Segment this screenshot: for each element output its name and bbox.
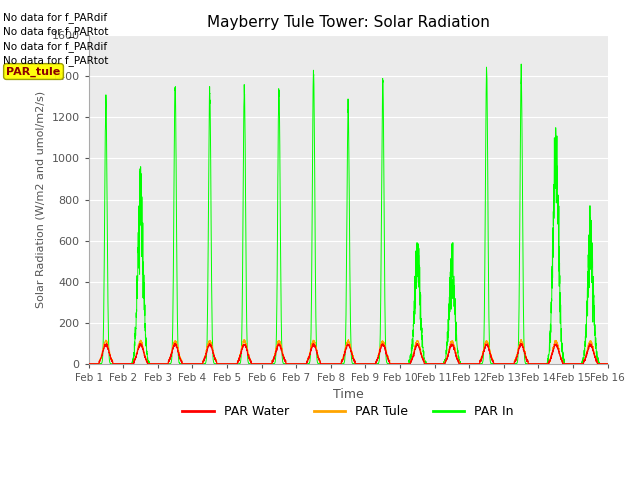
X-axis label: Time: Time — [333, 388, 364, 401]
Text: PAR_tule: PAR_tule — [6, 66, 61, 77]
Text: No data for f_PARdif: No data for f_PARdif — [3, 41, 108, 52]
Title: Mayberry Tule Tower: Solar Radiation: Mayberry Tule Tower: Solar Radiation — [207, 15, 490, 30]
Text: No data for f_PARtot: No data for f_PARtot — [3, 55, 109, 66]
Text: No data for f_PARtot: No data for f_PARtot — [3, 26, 109, 37]
Text: No data for f_PARdif: No data for f_PARdif — [3, 12, 108, 23]
Y-axis label: Solar Radiation (W/m2 and umol/m2/s): Solar Radiation (W/m2 and umol/m2/s) — [36, 91, 46, 308]
Legend: PAR Water, PAR Tule, PAR In: PAR Water, PAR Tule, PAR In — [177, 400, 519, 423]
